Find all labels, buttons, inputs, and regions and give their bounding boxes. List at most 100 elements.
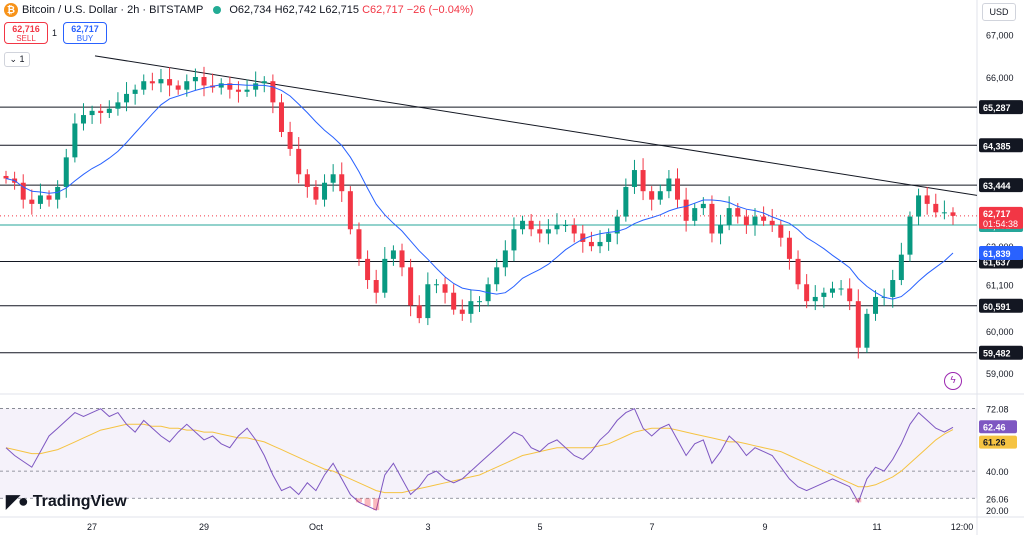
candle-body (244, 89, 250, 92)
rsi-ma-badge (979, 435, 1017, 449)
candle-body (270, 81, 276, 103)
candle-body (167, 79, 173, 86)
rsi-oversold-fill (373, 498, 380, 511)
trendline (94, 55, 978, 196)
candle-body (89, 110, 95, 116)
candle-body (640, 170, 646, 192)
candle-body (941, 212, 947, 214)
candle-body (184, 81, 190, 90)
candle-body (46, 195, 52, 200)
tradingview-logo: ◤● TradingView (6, 491, 127, 511)
candle-body (554, 225, 560, 230)
candle-body (63, 157, 69, 187)
candle-body (907, 216, 913, 255)
candle-body (459, 309, 465, 314)
candle-body (175, 85, 181, 90)
candle-body (666, 178, 672, 192)
candle-body (829, 288, 835, 293)
candle-body (545, 229, 551, 234)
time-tick-label: 12:00 (951, 522, 974, 532)
candle-body (864, 313, 870, 348)
candle-body (365, 258, 371, 281)
price-tick-label: 59,000 (986, 369, 1014, 379)
rsi-value-label: 62.46 (983, 422, 1006, 432)
candle-body (132, 89, 138, 94)
tradingview-mark-icon: ◤● (6, 491, 29, 511)
candle-body (37, 195, 43, 204)
candle-body (3, 175, 9, 179)
level-price-label: 63,444 (983, 181, 1011, 191)
candle-body (855, 301, 861, 348)
candle-body (778, 225, 784, 238)
buy-button[interactable]: 62,717 BUY (63, 22, 107, 44)
rsi-tick-label: 72.08 (986, 405, 1009, 415)
indicator-collapse-toggle[interactable]: ⌄ 1 (4, 52, 30, 67)
candle-body (821, 292, 827, 297)
time-tick-label: 29 (199, 522, 209, 532)
rsi-band (0, 408, 977, 499)
rsi-tick-label: 20.00 (986, 506, 1009, 516)
candle-body (442, 284, 448, 293)
market-status-dot (213, 6, 222, 14)
candle-body (924, 195, 930, 204)
candle-body (468, 301, 474, 314)
candle-body (675, 178, 681, 200)
candle-body (339, 174, 345, 192)
candle-body (933, 203, 939, 213)
candle-body (330, 174, 336, 183)
price-tick-label: 61,100 (986, 280, 1014, 290)
candle-body (692, 208, 698, 221)
candle-body (769, 220, 775, 226)
candle-body (29, 199, 35, 204)
candle-body (683, 199, 689, 221)
candle-body (296, 148, 302, 175)
candle-body (614, 216, 620, 234)
candle-body (898, 254, 904, 281)
sell-button[interactable]: 62,716 SELL (4, 22, 48, 44)
candle-body (313, 186, 319, 200)
candle-body (158, 79, 164, 84)
time-tick-label: Oct (309, 522, 324, 532)
candle-body (115, 102, 121, 109)
time-tick-label: 11 (872, 522, 881, 532)
rsi-ma-line (5, 423, 954, 494)
candle-body (597, 241, 603, 247)
candle-body (950, 212, 956, 216)
candle-body (700, 203, 706, 209)
ma-price-label: 61,839 (983, 249, 1011, 259)
candle-body (537, 229, 543, 234)
candle-body (20, 182, 26, 200)
candle-body (425, 284, 431, 319)
ma-price-badge (979, 245, 1023, 260)
candle-body (795, 258, 801, 285)
current-price-badge (979, 206, 1023, 229)
symbol-title[interactable]: Bitcoin / U.S. Dollar · 2h · BITSTAMP (22, 4, 204, 16)
candle-body (373, 280, 379, 293)
candle-body (580, 233, 586, 242)
currency-selector[interactable]: USD (982, 3, 1016, 21)
rsi-tick-label: 40.00 (986, 467, 1009, 477)
candle-body (278, 102, 284, 132)
candle-body (511, 229, 517, 251)
candle-body (416, 305, 422, 319)
candle-body (356, 229, 362, 259)
level-price-badge (979, 178, 1023, 193)
candle-body (528, 220, 534, 230)
candle-body (494, 267, 500, 285)
candle-body (606, 233, 612, 242)
level-price-badge (979, 138, 1023, 153)
time-tick-label: 9 (762, 522, 767, 532)
current-price-label: 62,717 (983, 209, 1011, 219)
rsi-value-badge (979, 420, 1017, 434)
candle-body (141, 81, 147, 90)
candle-body (399, 250, 405, 268)
candle-body (287, 131, 293, 149)
ohlc-readout: O62,734 H62,742 L62,715 C62,717 −26 (−0.… (229, 4, 474, 16)
candle-body (55, 186, 61, 200)
flash-icon[interactable]: ϟ (944, 372, 962, 390)
candle-body (761, 216, 767, 221)
rsi-line (5, 408, 954, 511)
candle-body (80, 115, 86, 124)
candle-body (390, 250, 396, 259)
